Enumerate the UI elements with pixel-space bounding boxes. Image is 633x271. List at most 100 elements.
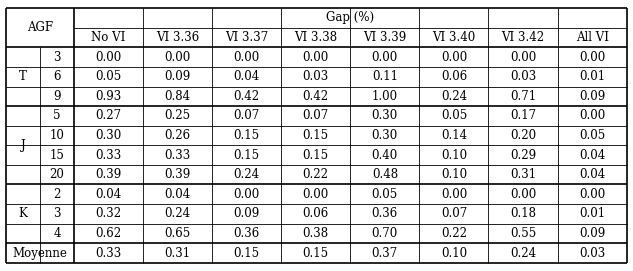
Text: 0.10: 0.10 [441, 247, 467, 260]
Text: 0.14: 0.14 [441, 129, 467, 142]
Text: 0.00: 0.00 [441, 51, 467, 64]
Text: 10: 10 [49, 129, 65, 142]
Text: 0.42: 0.42 [234, 90, 260, 103]
Text: T: T [19, 70, 27, 83]
Text: Moyenne: Moyenne [13, 247, 68, 260]
Text: 0.05: 0.05 [372, 188, 398, 201]
Text: 0.27: 0.27 [96, 109, 122, 122]
Text: 0.10: 0.10 [441, 168, 467, 181]
Text: 15: 15 [49, 149, 65, 162]
Text: 0.06: 0.06 [303, 207, 329, 220]
Text: 0.00: 0.00 [579, 51, 605, 64]
Text: 0.39: 0.39 [96, 168, 122, 181]
Text: 0.36: 0.36 [372, 207, 398, 220]
Text: No VI: No VI [91, 31, 125, 44]
Text: 0.00: 0.00 [165, 51, 191, 64]
Text: 0.26: 0.26 [165, 129, 191, 142]
Text: 0.31: 0.31 [165, 247, 191, 260]
Text: 0.30: 0.30 [372, 129, 398, 142]
Text: 0.39: 0.39 [165, 168, 191, 181]
Text: 9: 9 [53, 90, 61, 103]
Text: 0.33: 0.33 [96, 247, 122, 260]
Text: 0.40: 0.40 [372, 149, 398, 162]
Text: 1.00: 1.00 [372, 90, 398, 103]
Text: AGF: AGF [27, 21, 53, 34]
Text: 0.00: 0.00 [96, 51, 122, 64]
Text: 0.04: 0.04 [579, 149, 605, 162]
Text: 0.30: 0.30 [372, 109, 398, 122]
Text: 0.38: 0.38 [303, 227, 329, 240]
Text: 0.15: 0.15 [234, 247, 260, 260]
Text: 0.17: 0.17 [510, 109, 536, 122]
Text: 20: 20 [49, 168, 65, 181]
Text: 0.00: 0.00 [510, 51, 536, 64]
Text: 0.05: 0.05 [441, 109, 467, 122]
Text: 0.06: 0.06 [441, 70, 467, 83]
Text: 0.55: 0.55 [510, 227, 536, 240]
Text: 0.00: 0.00 [372, 51, 398, 64]
Text: 0.00: 0.00 [303, 188, 329, 201]
Text: 0.65: 0.65 [165, 227, 191, 240]
Text: 0.70: 0.70 [372, 227, 398, 240]
Text: 0.09: 0.09 [234, 207, 260, 220]
Text: 0.15: 0.15 [234, 129, 260, 142]
Text: VI 3.39: VI 3.39 [363, 31, 406, 44]
Text: 0.15: 0.15 [303, 247, 329, 260]
Text: 4: 4 [53, 227, 61, 240]
Text: 0.00: 0.00 [234, 51, 260, 64]
Text: 0.25: 0.25 [165, 109, 191, 122]
Text: 0.00: 0.00 [579, 188, 605, 201]
Text: 0.22: 0.22 [441, 227, 467, 240]
Text: 0.24: 0.24 [234, 168, 260, 181]
Text: 0.93: 0.93 [96, 90, 122, 103]
Text: J: J [21, 139, 25, 152]
Text: 0.29: 0.29 [510, 149, 536, 162]
Text: VI 3.40: VI 3.40 [432, 31, 475, 44]
Text: 0.09: 0.09 [579, 90, 605, 103]
Text: 0.01: 0.01 [579, 207, 605, 220]
Text: 0.04: 0.04 [579, 168, 605, 181]
Text: 0.15: 0.15 [234, 149, 260, 162]
Text: 0.05: 0.05 [579, 129, 605, 142]
Text: 0.24: 0.24 [441, 90, 467, 103]
Text: 0.01: 0.01 [579, 70, 605, 83]
Text: 5: 5 [53, 109, 61, 122]
Text: 0.04: 0.04 [234, 70, 260, 83]
Text: K: K [19, 207, 28, 220]
Text: VI 3.42: VI 3.42 [501, 31, 544, 44]
Text: 0.15: 0.15 [303, 129, 329, 142]
Text: 0.07: 0.07 [303, 109, 329, 122]
Text: VI 3.37: VI 3.37 [225, 31, 268, 44]
Text: 0.03: 0.03 [579, 247, 605, 260]
Text: 0.42: 0.42 [303, 90, 329, 103]
Text: 0.20: 0.20 [510, 129, 536, 142]
Text: 0.71: 0.71 [510, 90, 536, 103]
Text: 0.00: 0.00 [303, 51, 329, 64]
Text: 0.30: 0.30 [96, 129, 122, 142]
Text: 0.07: 0.07 [441, 207, 467, 220]
Text: 0.09: 0.09 [579, 227, 605, 240]
Text: 6: 6 [53, 70, 61, 83]
Text: VI 3.38: VI 3.38 [294, 31, 337, 44]
Text: VI 3.36: VI 3.36 [156, 31, 199, 44]
Text: 0.10: 0.10 [441, 149, 467, 162]
Text: 3: 3 [53, 51, 61, 64]
Text: 0.15: 0.15 [303, 149, 329, 162]
Text: 0.33: 0.33 [96, 149, 122, 162]
Text: 0.32: 0.32 [96, 207, 122, 220]
Text: 0.11: 0.11 [372, 70, 398, 83]
Text: 0.05: 0.05 [96, 70, 122, 83]
Text: 0.31: 0.31 [510, 168, 536, 181]
Text: 0.07: 0.07 [234, 109, 260, 122]
Text: 0.00: 0.00 [579, 109, 605, 122]
Text: 0.22: 0.22 [303, 168, 329, 181]
Text: 2: 2 [53, 188, 61, 201]
Text: 0.62: 0.62 [96, 227, 122, 240]
Text: 0.24: 0.24 [165, 207, 191, 220]
Text: 0.00: 0.00 [510, 188, 536, 201]
Text: 3: 3 [53, 207, 61, 220]
Text: 0.03: 0.03 [303, 70, 329, 83]
Text: 0.03: 0.03 [510, 70, 536, 83]
Text: Gap (%): Gap (%) [326, 11, 374, 24]
Text: 0.24: 0.24 [510, 247, 536, 260]
